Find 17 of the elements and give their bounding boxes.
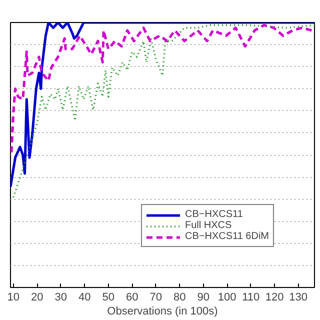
x-tick-label: 30 — [54, 292, 67, 304]
legend-label: CB−HXCS11 — [184, 209, 243, 220]
legend-label: CB−HXCS11 6DiM — [184, 231, 269, 242]
x-tick-label: 40 — [78, 292, 91, 304]
x-tick-label: 60 — [126, 292, 138, 304]
x-tick-label: 80 — [173, 292, 186, 304]
x-tick-label: 70 — [150, 292, 162, 304]
x-tick-label: 130 — [289, 292, 308, 304]
x-axis-title: Observations (in 100s) — [107, 306, 218, 318]
x-tick-label: 100 — [218, 292, 236, 304]
legend-label: Full HXCS — [184, 220, 232, 231]
x-tick-label: 10 — [7, 292, 20, 304]
x-tick-label: 120 — [265, 292, 284, 304]
x-tick-label: 20 — [30, 292, 44, 304]
x-tick-label: 50 — [102, 292, 114, 304]
x-tick-label: 90 — [197, 292, 210, 304]
x-tick-label: 110 — [242, 292, 260, 304]
